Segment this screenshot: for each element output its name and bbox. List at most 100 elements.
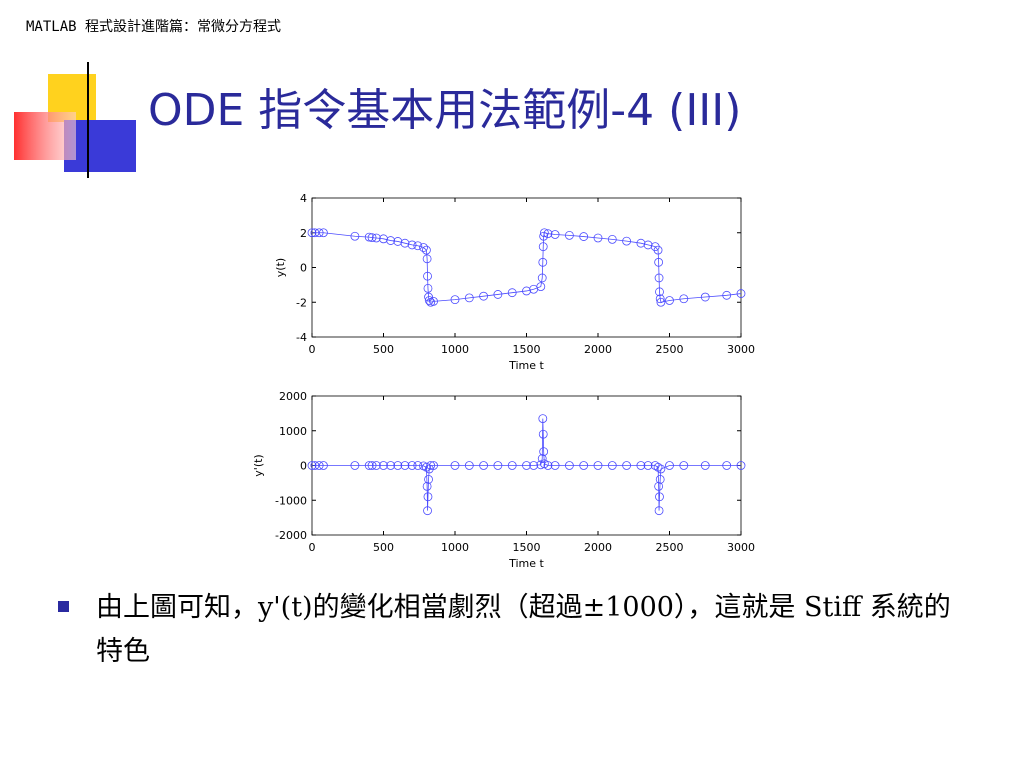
data-point bbox=[550, 461, 560, 470]
data-point bbox=[371, 233, 381, 243]
data-point bbox=[537, 454, 547, 463]
data-point bbox=[654, 257, 664, 267]
y-tick-label: 0 bbox=[300, 460, 307, 473]
data-point bbox=[537, 273, 547, 283]
data-point bbox=[424, 296, 434, 305]
data-point bbox=[423, 492, 433, 502]
data-point bbox=[539, 447, 549, 457]
data-point bbox=[643, 240, 653, 250]
data-point bbox=[529, 461, 539, 470]
data-point bbox=[654, 273, 664, 283]
data-point bbox=[421, 245, 431, 255]
data-point bbox=[636, 238, 646, 248]
y-tick-label: -1000 bbox=[275, 494, 307, 507]
data-point bbox=[310, 461, 320, 470]
data-line bbox=[312, 232, 742, 303]
data-point bbox=[386, 461, 396, 470]
data-point bbox=[364, 461, 374, 470]
y-axis-label: y(t) bbox=[274, 258, 287, 277]
data-point bbox=[413, 241, 423, 251]
data-point bbox=[722, 290, 732, 300]
data-point bbox=[655, 474, 665, 484]
data-point bbox=[421, 462, 431, 472]
x-tick-label: 500 bbox=[373, 343, 394, 356]
data-point bbox=[426, 461, 436, 470]
y-tick-label: 0 bbox=[300, 262, 307, 275]
data-point bbox=[450, 295, 460, 305]
y-axis-label: y'(t) bbox=[252, 454, 265, 476]
data-point bbox=[371, 461, 381, 470]
x-tick-label: 1500 bbox=[513, 343, 541, 356]
data-point bbox=[429, 461, 438, 470]
data-point bbox=[654, 481, 664, 491]
y-tick-label: -4 bbox=[296, 331, 307, 344]
data-point bbox=[665, 296, 674, 305]
data-point bbox=[536, 282, 546, 292]
data-point bbox=[407, 461, 417, 470]
y-tick-label: 2000 bbox=[279, 390, 307, 403]
y-tick-label: 1000 bbox=[279, 425, 307, 438]
x-axis-label: Time t bbox=[508, 557, 544, 570]
data-point bbox=[538, 242, 548, 252]
data-point bbox=[650, 242, 660, 252]
data-point bbox=[367, 461, 377, 470]
plot-box bbox=[311, 197, 742, 338]
data-point bbox=[643, 461, 653, 470]
data-point bbox=[722, 461, 732, 470]
bullet-text: 由上圖可知，y'(t)的變化相當劇烈（超過±1000），這就是 Stiff 系統… bbox=[96, 592, 951, 667]
data-point bbox=[679, 461, 689, 470]
x-tick-label: 0 bbox=[309, 343, 316, 356]
x-tick-label: 1500 bbox=[513, 541, 541, 554]
data-point bbox=[636, 461, 646, 470]
data-point bbox=[655, 492, 664, 502]
data-point bbox=[367, 233, 377, 243]
data-point bbox=[479, 461, 489, 470]
data-point bbox=[539, 231, 549, 241]
data-point bbox=[407, 240, 417, 250]
data-point bbox=[423, 271, 432, 281]
data-point bbox=[419, 243, 428, 252]
y-tick-label: 2 bbox=[300, 227, 307, 240]
data-point bbox=[656, 297, 666, 307]
data-point bbox=[700, 292, 710, 302]
data-point bbox=[679, 294, 689, 304]
data-point bbox=[307, 228, 317, 238]
title: ODE 指令基本用法範例-4 (III) bbox=[148, 85, 742, 136]
data-point bbox=[538, 257, 548, 267]
data-point bbox=[422, 254, 432, 264]
data-point bbox=[565, 230, 574, 240]
data-point bbox=[522, 461, 531, 470]
data-point bbox=[565, 461, 574, 470]
data-point bbox=[379, 234, 388, 244]
data-point bbox=[310, 228, 320, 238]
data-point bbox=[424, 292, 433, 302]
data-point bbox=[307, 461, 317, 470]
data-point bbox=[654, 506, 664, 516]
data-point bbox=[429, 296, 438, 306]
data-point bbox=[536, 460, 546, 470]
x-tick-label: 1000 bbox=[441, 541, 469, 554]
data-point bbox=[450, 461, 460, 470]
x-tick-label: 3000 bbox=[727, 343, 755, 356]
deco-square bbox=[14, 112, 76, 160]
bullet-marker bbox=[58, 601, 69, 612]
data-point bbox=[493, 290, 503, 299]
data-point bbox=[607, 461, 617, 470]
data-point bbox=[622, 236, 631, 246]
data-point bbox=[422, 481, 432, 491]
data-point bbox=[319, 461, 328, 470]
data-point bbox=[655, 294, 665, 304]
data-point bbox=[700, 461, 710, 470]
x-tick-label: 2500 bbox=[656, 541, 684, 554]
data-point bbox=[350, 461, 360, 470]
data-point bbox=[424, 474, 433, 484]
data-point bbox=[423, 283, 433, 293]
data-point bbox=[736, 289, 746, 298]
data-point bbox=[400, 238, 410, 248]
data-point bbox=[593, 461, 603, 470]
data-point bbox=[543, 229, 553, 239]
x-tick-label: 1000 bbox=[441, 343, 469, 356]
data-point bbox=[653, 462, 663, 472]
